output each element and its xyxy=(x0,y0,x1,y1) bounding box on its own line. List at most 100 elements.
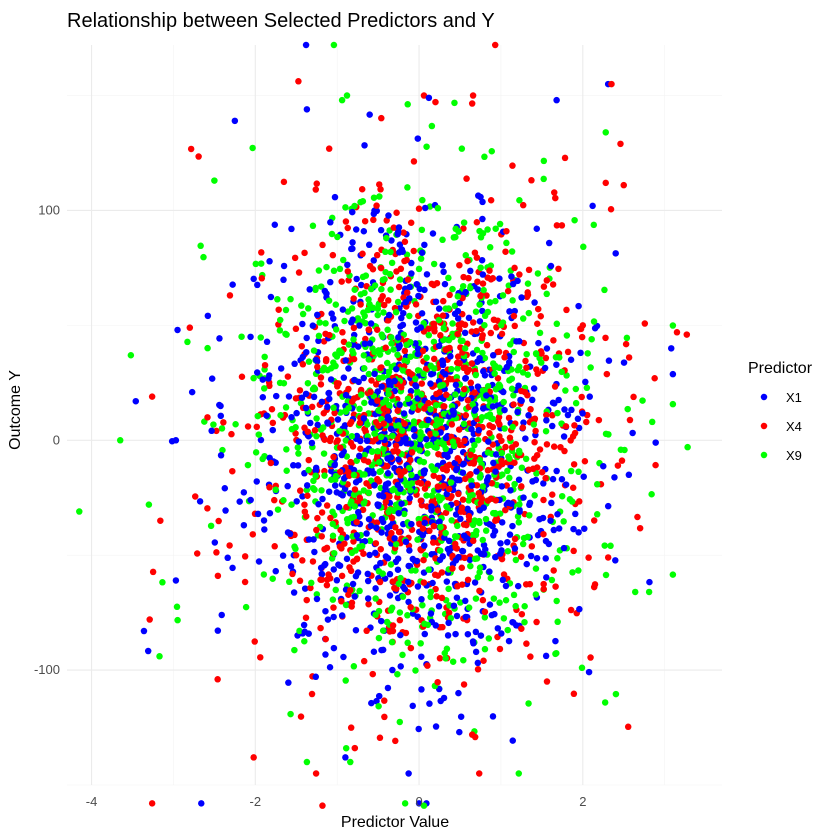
scatter-point-x1 xyxy=(405,598,412,606)
scatter-point-x1 xyxy=(532,476,540,484)
scatter-point-x1 xyxy=(247,333,254,341)
scatter-point-x9 xyxy=(417,640,424,647)
scatter-point-x9 xyxy=(521,618,528,626)
scatter-point-x9 xyxy=(612,690,620,698)
scatter-point-x1 xyxy=(418,686,425,693)
scatter-point-x9 xyxy=(342,601,350,609)
scatter-point-x9 xyxy=(503,239,510,247)
scatter-point-x4 xyxy=(578,333,586,341)
scatter-point-x9 xyxy=(394,351,401,359)
scatter-point-x4 xyxy=(458,504,466,511)
scatter-point-x9 xyxy=(390,346,397,353)
scatter-point-x1 xyxy=(408,270,415,277)
scatter-point-x1 xyxy=(298,394,306,402)
scatter-point-x4 xyxy=(266,484,273,491)
scatter-point-x9 xyxy=(409,404,417,411)
scatter-point-x4 xyxy=(389,627,397,635)
scatter-point-x9 xyxy=(332,326,340,333)
scatter-point-x9 xyxy=(510,348,518,356)
scatter-point-x9 xyxy=(669,322,677,329)
scatter-point-x4 xyxy=(449,565,456,572)
scatter-point-x9 xyxy=(553,597,560,605)
y-axis-ticks: -100 0 100 xyxy=(34,202,60,677)
scatter-point-x4 xyxy=(534,305,542,313)
scatter-point-x1 xyxy=(515,476,523,483)
scatter-point-x9 xyxy=(339,256,347,264)
scatter-point-x1 xyxy=(669,370,677,378)
scatter-point-x4 xyxy=(363,627,370,635)
scatter-point-x9 xyxy=(602,129,609,136)
scatter-point-x1 xyxy=(385,311,393,319)
scatter-point-x1 xyxy=(652,439,659,446)
scatter-point-x9 xyxy=(316,319,324,326)
scatter-point-x9 xyxy=(399,367,407,374)
scatter-point-x4 xyxy=(437,332,444,339)
scatter-point-x4 xyxy=(460,681,468,688)
scatter-point-x9 xyxy=(461,345,469,352)
scatter-point-x1 xyxy=(312,673,320,681)
scatter-point-x9 xyxy=(174,616,181,624)
scatter-point-x4 xyxy=(464,257,471,265)
scatter-point-x1 xyxy=(330,566,338,573)
scatter-point-x1 xyxy=(552,637,559,645)
scatter-point-x9 xyxy=(301,637,308,645)
scatter-point-x4 xyxy=(630,393,637,401)
scatter-point-x1 xyxy=(498,483,506,490)
scatter-point-x1 xyxy=(472,406,479,413)
scatter-point-x4 xyxy=(430,522,438,530)
legend-label-x1: X1 xyxy=(786,390,802,405)
scatter-point-x4 xyxy=(317,624,324,632)
scatter-point-x1 xyxy=(361,340,369,348)
scatter-point-x9 xyxy=(260,571,268,578)
scatter-point-x4 xyxy=(608,80,615,88)
scatter-point-x4 xyxy=(434,572,442,579)
scatter-point-x1 xyxy=(367,522,375,530)
scatter-point-x9 xyxy=(472,308,480,315)
scatter-point-x1 xyxy=(306,286,313,293)
scatter-point-x4 xyxy=(538,350,545,357)
scatter-point-x1 xyxy=(303,106,311,113)
scatter-point-x1 xyxy=(303,482,311,489)
x-axis-ticks: -4 -2 0 2 xyxy=(86,794,587,809)
scatter-point-x1 xyxy=(547,517,554,524)
scatter-point-x4 xyxy=(651,375,658,382)
scatter-point-x4 xyxy=(347,567,355,575)
scatter-point-x4 xyxy=(477,292,484,300)
scatter-point-x1 xyxy=(394,230,401,238)
scatter-point-x1 xyxy=(397,323,404,330)
scatter-point-x1 xyxy=(555,525,563,532)
scatter-point-x9 xyxy=(479,483,487,490)
scatter-point-x4 xyxy=(475,770,483,777)
scatter-point-x1 xyxy=(465,314,473,322)
scatter-point-x1 xyxy=(279,552,287,559)
scatter-point-x1 xyxy=(354,508,362,516)
scatter-point-x4 xyxy=(269,419,277,427)
scatter-point-x4 xyxy=(383,462,391,470)
scatter-point-x1 xyxy=(255,558,263,565)
scatter-point-x1 xyxy=(389,666,396,674)
scatter-point-x9 xyxy=(342,677,349,684)
scatter-point-x4 xyxy=(454,353,462,360)
scatter-point-x4 xyxy=(486,429,493,437)
scatter-point-x4 xyxy=(386,493,393,500)
legend-title: Predictor xyxy=(748,360,813,377)
scatter-point-x1 xyxy=(575,529,582,536)
scatter-point-x4 xyxy=(348,398,356,405)
scatter-point-x1 xyxy=(373,697,380,705)
scatter-point-x4 xyxy=(295,78,302,85)
scatter-point-x4 xyxy=(567,437,574,444)
scatter-point-x1 xyxy=(409,702,416,710)
scatter-point-x1 xyxy=(331,193,339,201)
scatter-point-x4 xyxy=(432,585,439,593)
scatter-point-x1 xyxy=(343,555,351,563)
scatter-point-x4 xyxy=(511,322,518,330)
scatter-point-x9 xyxy=(404,612,411,619)
scatter-point-x1 xyxy=(445,547,453,554)
scatter-point-x4 xyxy=(229,467,236,475)
scatter-point-x1 xyxy=(427,370,435,378)
scatter-point-x9 xyxy=(412,667,419,674)
scatter-point-x9 xyxy=(361,451,368,459)
scatter-point-x1 xyxy=(366,551,373,559)
scatter-point-x9 xyxy=(578,664,586,672)
scatter-point-x9 xyxy=(399,651,406,659)
